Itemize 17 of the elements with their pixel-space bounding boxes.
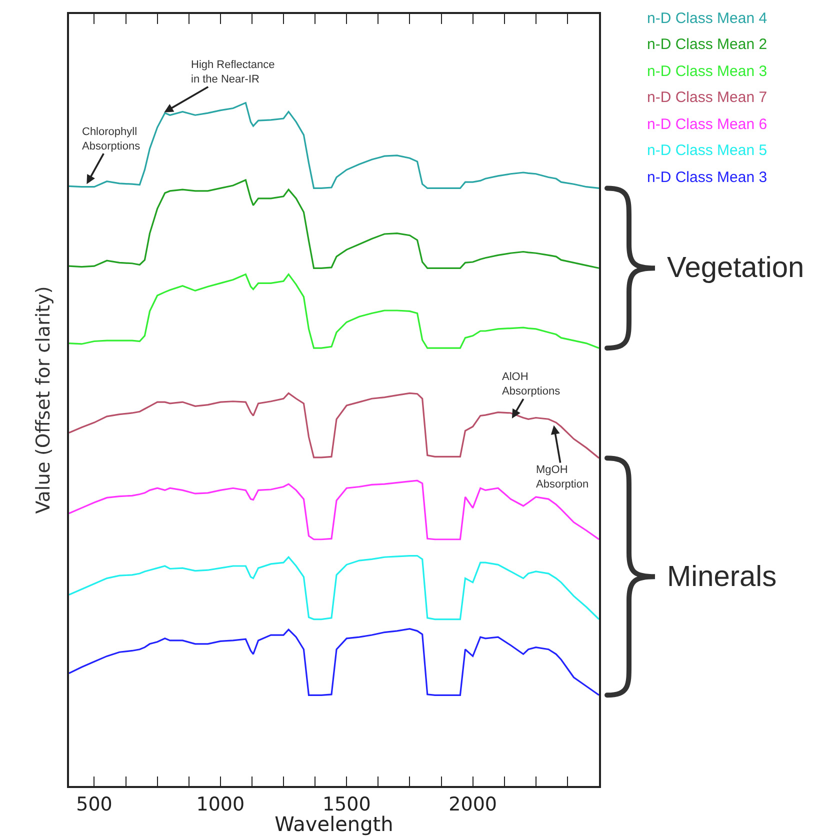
text: n-D Class Mean 5 [647, 142, 768, 159]
text: Vegetation [667, 252, 804, 284]
annotation: High Reflectance in the Near-IR [191, 59, 275, 86]
text: Minerals [667, 561, 777, 593]
annotation: MgOH Absorption [536, 464, 589, 490]
x-tick-label: 500 [76, 794, 112, 816]
text: n-D Class Mean 2 [647, 36, 768, 53]
annotation: Chlorophyll Absorptions [82, 126, 141, 152]
x-tick-label: 2000 [448, 794, 497, 816]
text: n-D Class Mean 7 [647, 89, 768, 106]
text: n-D Class Mean 3 [647, 63, 768, 80]
text: n-D Class Mean 4 [647, 10, 768, 27]
y-axis-title: Value (Offset for clarity) [32, 286, 55, 514]
x-tick-label: 1000 [196, 794, 245, 816]
annotation: AlOH Absorptions [502, 371, 561, 398]
text: n-D Class Mean 6 [647, 116, 768, 133]
text: n-D Class Mean 3 [647, 169, 768, 186]
